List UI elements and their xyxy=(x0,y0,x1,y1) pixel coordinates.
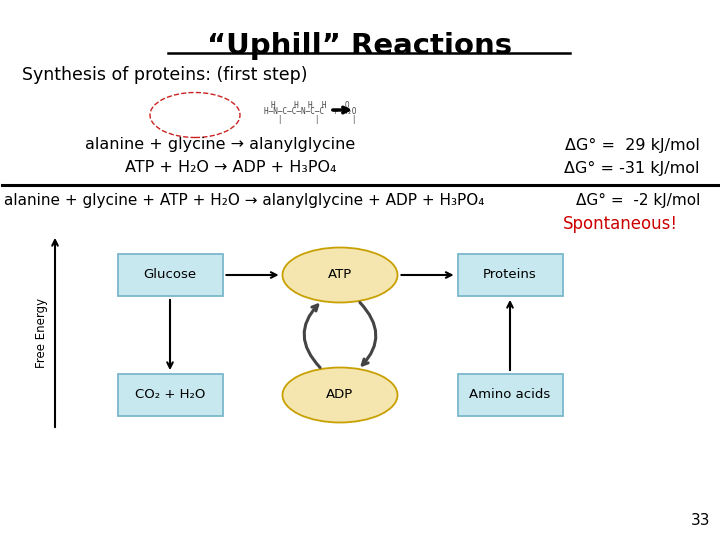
Text: Synthesis of proteins: (first step): Synthesis of proteins: (first step) xyxy=(22,66,307,84)
Text: ΔG° = -31 kJ/mol: ΔG° = -31 kJ/mol xyxy=(564,160,700,176)
FancyBboxPatch shape xyxy=(457,374,562,416)
Text: ATP: ATP xyxy=(328,268,352,281)
Text: Glucose: Glucose xyxy=(143,268,197,281)
Text: H–N–C–C–N–C–C  + H₂O: H–N–C–C–N–C–C + H₂O xyxy=(264,107,356,117)
FancyBboxPatch shape xyxy=(117,254,222,296)
Ellipse shape xyxy=(282,247,397,302)
Text: ΔG° =  29 kJ/mol: ΔG° = 29 kJ/mol xyxy=(565,138,700,152)
Text: alanine + glycine + ATP + H₂O → alanylglycine + ADP + H₃PO₄: alanine + glycine + ATP + H₂O → alanylgl… xyxy=(4,192,485,207)
FancyBboxPatch shape xyxy=(117,374,222,416)
Text: H    H  H  H    O: H H H H O xyxy=(271,100,349,110)
Text: |       |       |: | | | xyxy=(264,114,356,124)
Text: Proteins: Proteins xyxy=(483,268,537,281)
Text: CO₂ + H₂O: CO₂ + H₂O xyxy=(135,388,205,402)
Ellipse shape xyxy=(282,368,397,422)
Text: ADP: ADP xyxy=(326,388,354,402)
Text: ATP + H₂O → ADP + H₃PO₄: ATP + H₂O → ADP + H₃PO₄ xyxy=(125,160,336,176)
Text: Spontaneous!: Spontaneous! xyxy=(562,215,678,233)
Text: Amino acids: Amino acids xyxy=(469,388,551,402)
Text: “Uphill” Reactions: “Uphill” Reactions xyxy=(207,32,513,60)
Text: Free Energy: Free Energy xyxy=(35,298,48,368)
Text: alanine + glycine → alanylglycine: alanine + glycine → alanylglycine xyxy=(85,138,355,152)
Text: ΔG° =  -2 kJ/mol: ΔG° = -2 kJ/mol xyxy=(575,192,700,207)
FancyBboxPatch shape xyxy=(457,254,562,296)
Text: 33: 33 xyxy=(690,513,710,528)
